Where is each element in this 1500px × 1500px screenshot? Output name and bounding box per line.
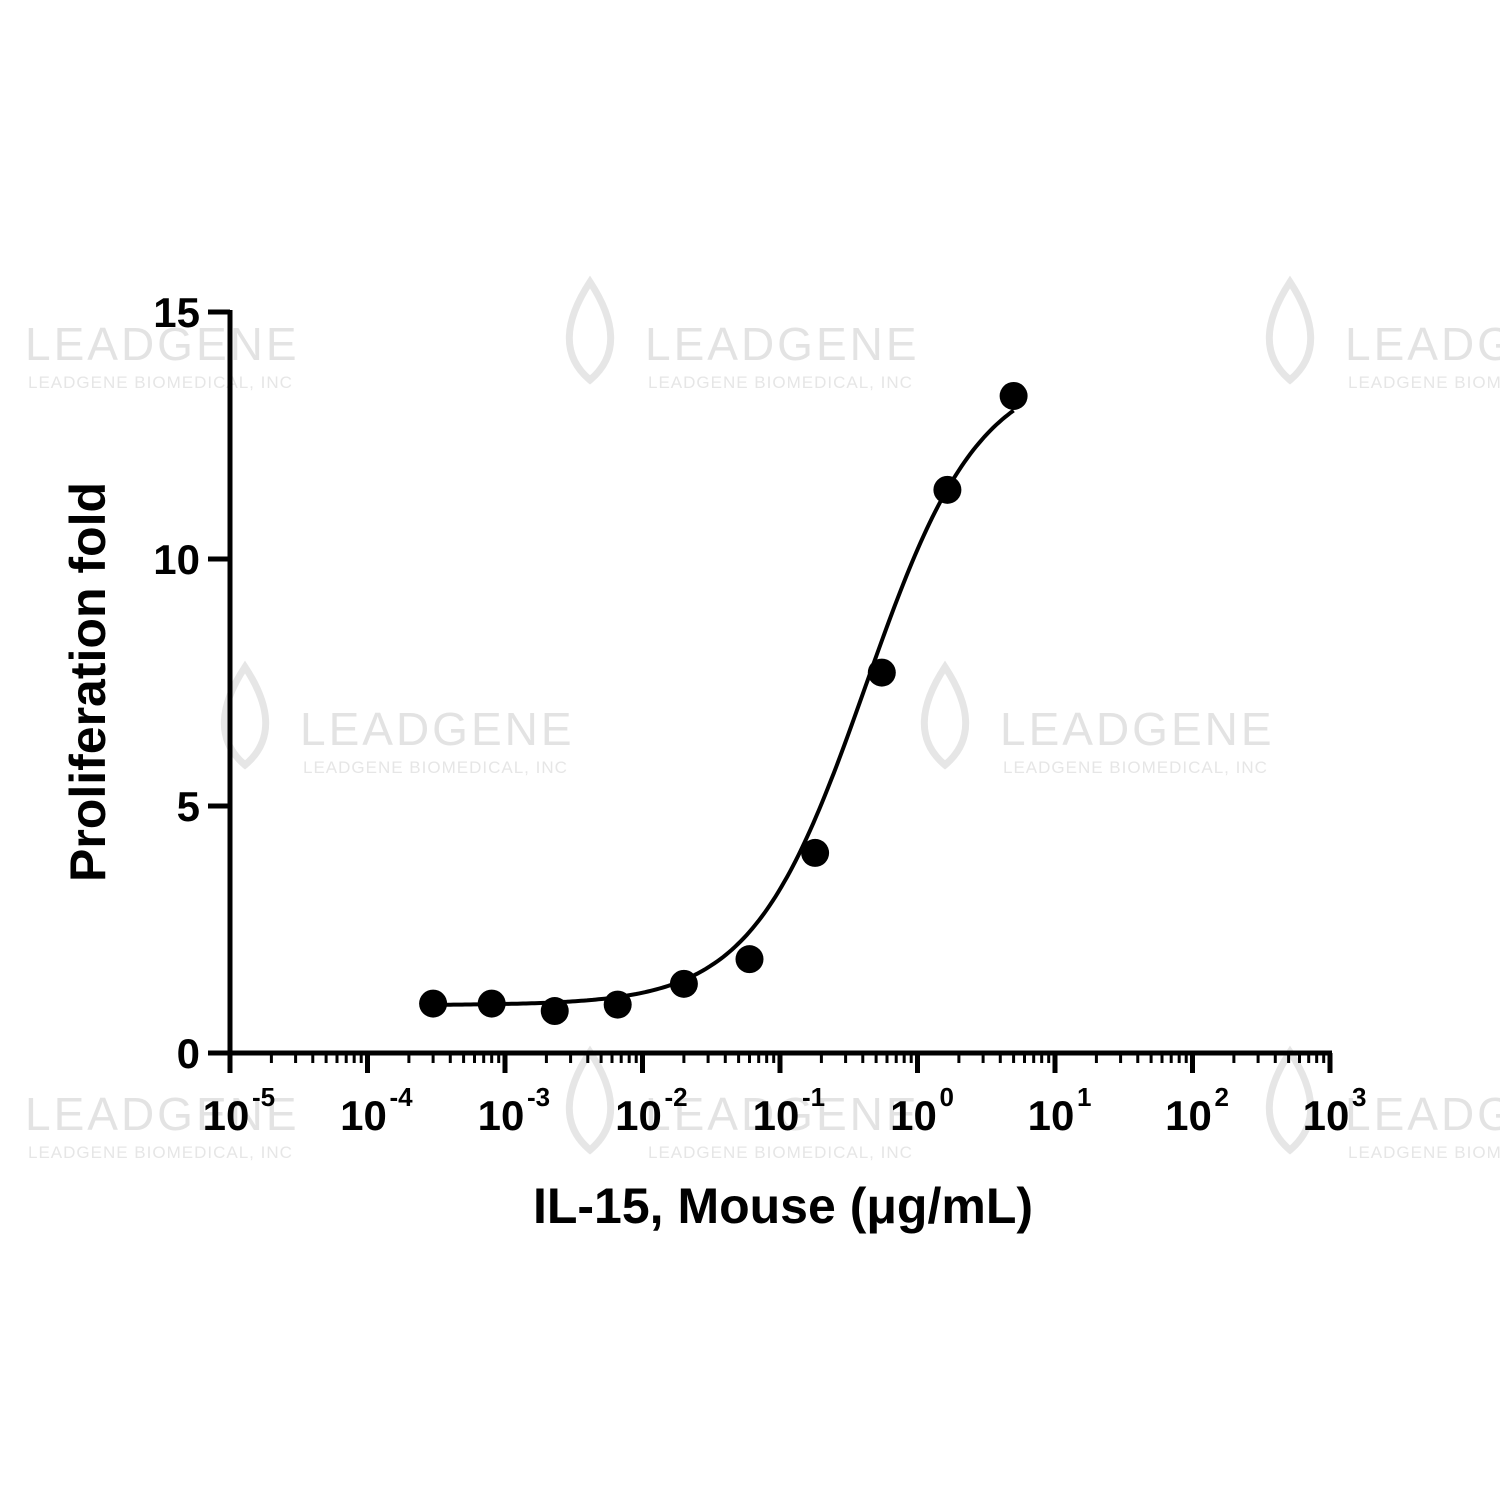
watermark-brand: LEADGENE	[300, 703, 575, 755]
watermark-company: LEADGENE BIOMEDICAL, INC	[648, 373, 913, 392]
leadgene-logo-icon	[1265, 275, 1315, 385]
x-tick-label: 10	[1303, 1092, 1350, 1139]
leadgene-logo-icon	[920, 660, 970, 770]
x-tick-label: 10	[615, 1092, 662, 1139]
x-tick-exponent: 3	[1352, 1082, 1366, 1112]
x-tick-label: 10	[203, 1092, 250, 1139]
watermark-company: LEADGENE BIOMEDICAL, INC	[28, 373, 293, 392]
watermark-company: LEADGENE BIOMEDICAL, INC	[1003, 758, 1268, 777]
data-point	[801, 838, 830, 867]
watermark: LEADGENE LEADGENE BIOMEDICAL, INC	[1265, 275, 1500, 392]
watermark-company: LEADGENE BIOMEDICAL, INC	[1348, 1143, 1500, 1162]
watermark-brand: LEADGENE	[1345, 318, 1500, 370]
watermark: LEADGENE LEADGENE BIOMEDICAL, INC	[565, 275, 920, 392]
data-point	[419, 989, 448, 1018]
x-tick-exponent: -4	[390, 1082, 414, 1112]
watermark: LEADGENE LEADGENE BIOMEDICAL, INC	[1265, 1045, 1500, 1162]
x-tick-label: 10	[478, 1092, 525, 1139]
watermark-company: LEADGENE BIOMEDICAL, INC	[1348, 373, 1500, 392]
y-tick-label: 15	[153, 289, 200, 336]
watermark: LEADGENE LEADGENE BIOMEDICAL, INC	[565, 1045, 920, 1162]
watermark-brand: LEADGENE	[645, 318, 920, 370]
data-point	[477, 989, 506, 1018]
watermark-brand: LEADGENE	[25, 318, 300, 370]
y-tick-label: 5	[177, 783, 200, 830]
watermark: LEADGENE LEADGENE BIOMEDICAL, INC	[920, 660, 1275, 777]
data-point	[867, 658, 896, 687]
data-point	[999, 381, 1028, 410]
x-tick-label: 10	[753, 1092, 800, 1139]
watermark-brand: LEADGENE	[25, 1088, 300, 1140]
y-tick-label: 0	[177, 1030, 200, 1077]
watermark-company: LEADGENE BIOMEDICAL, INC	[648, 1143, 913, 1162]
data-point	[933, 475, 962, 504]
x-tick-exponent: -5	[252, 1082, 275, 1112]
watermark-company: LEADGENE BIOMEDICAL, INC	[28, 1143, 293, 1162]
axes	[208, 309, 1333, 1073]
leadgene-logo-icon	[565, 1045, 615, 1155]
data-point	[669, 969, 698, 998]
x-axis-title: IL-15, Mouse (μg/mL)	[533, 1178, 1033, 1234]
fit-curve	[433, 408, 1015, 1007]
x-tick-exponent: 2	[1215, 1082, 1229, 1112]
watermark-brand: LEADGENE	[1345, 1088, 1500, 1140]
x-tick-label: 10	[1165, 1092, 1212, 1139]
y-axis-title: Proliferation fold	[60, 482, 116, 882]
x-tick-label: 10	[340, 1092, 387, 1139]
watermark-brand: LEADGENE	[645, 1088, 920, 1140]
watermark: LEADGENE LEADGENE BIOMEDICAL, INC	[25, 318, 300, 392]
fit-curve-layer	[433, 408, 1015, 1007]
data-point	[540, 997, 569, 1026]
x-tick-exponent: -1	[802, 1082, 825, 1112]
watermark-company: LEADGENE BIOMEDICAL, INC	[303, 758, 568, 777]
x-tick-exponent: -3	[527, 1082, 550, 1112]
x-tick-exponent: -2	[665, 1082, 688, 1112]
watermark: LEADGENE LEADGENE BIOMEDICAL, INC	[220, 660, 575, 777]
leadgene-logo-icon	[565, 275, 615, 385]
data-point	[603, 990, 632, 1019]
x-tick-label: 10	[890, 1092, 937, 1139]
x-tick-exponent: 1	[1077, 1082, 1091, 1112]
x-tick-label: 10	[1028, 1092, 1075, 1139]
data-points-layer	[419, 381, 1028, 1026]
leadgene-logo-icon	[1265, 1045, 1315, 1155]
data-point	[735, 945, 764, 974]
watermark: LEADGENE LEADGENE BIOMEDICAL, INC	[25, 1088, 300, 1162]
y-tick-label: 10	[153, 536, 200, 583]
watermark-brand: LEADGENE	[1000, 703, 1275, 755]
x-tick-exponent: 0	[940, 1082, 954, 1112]
